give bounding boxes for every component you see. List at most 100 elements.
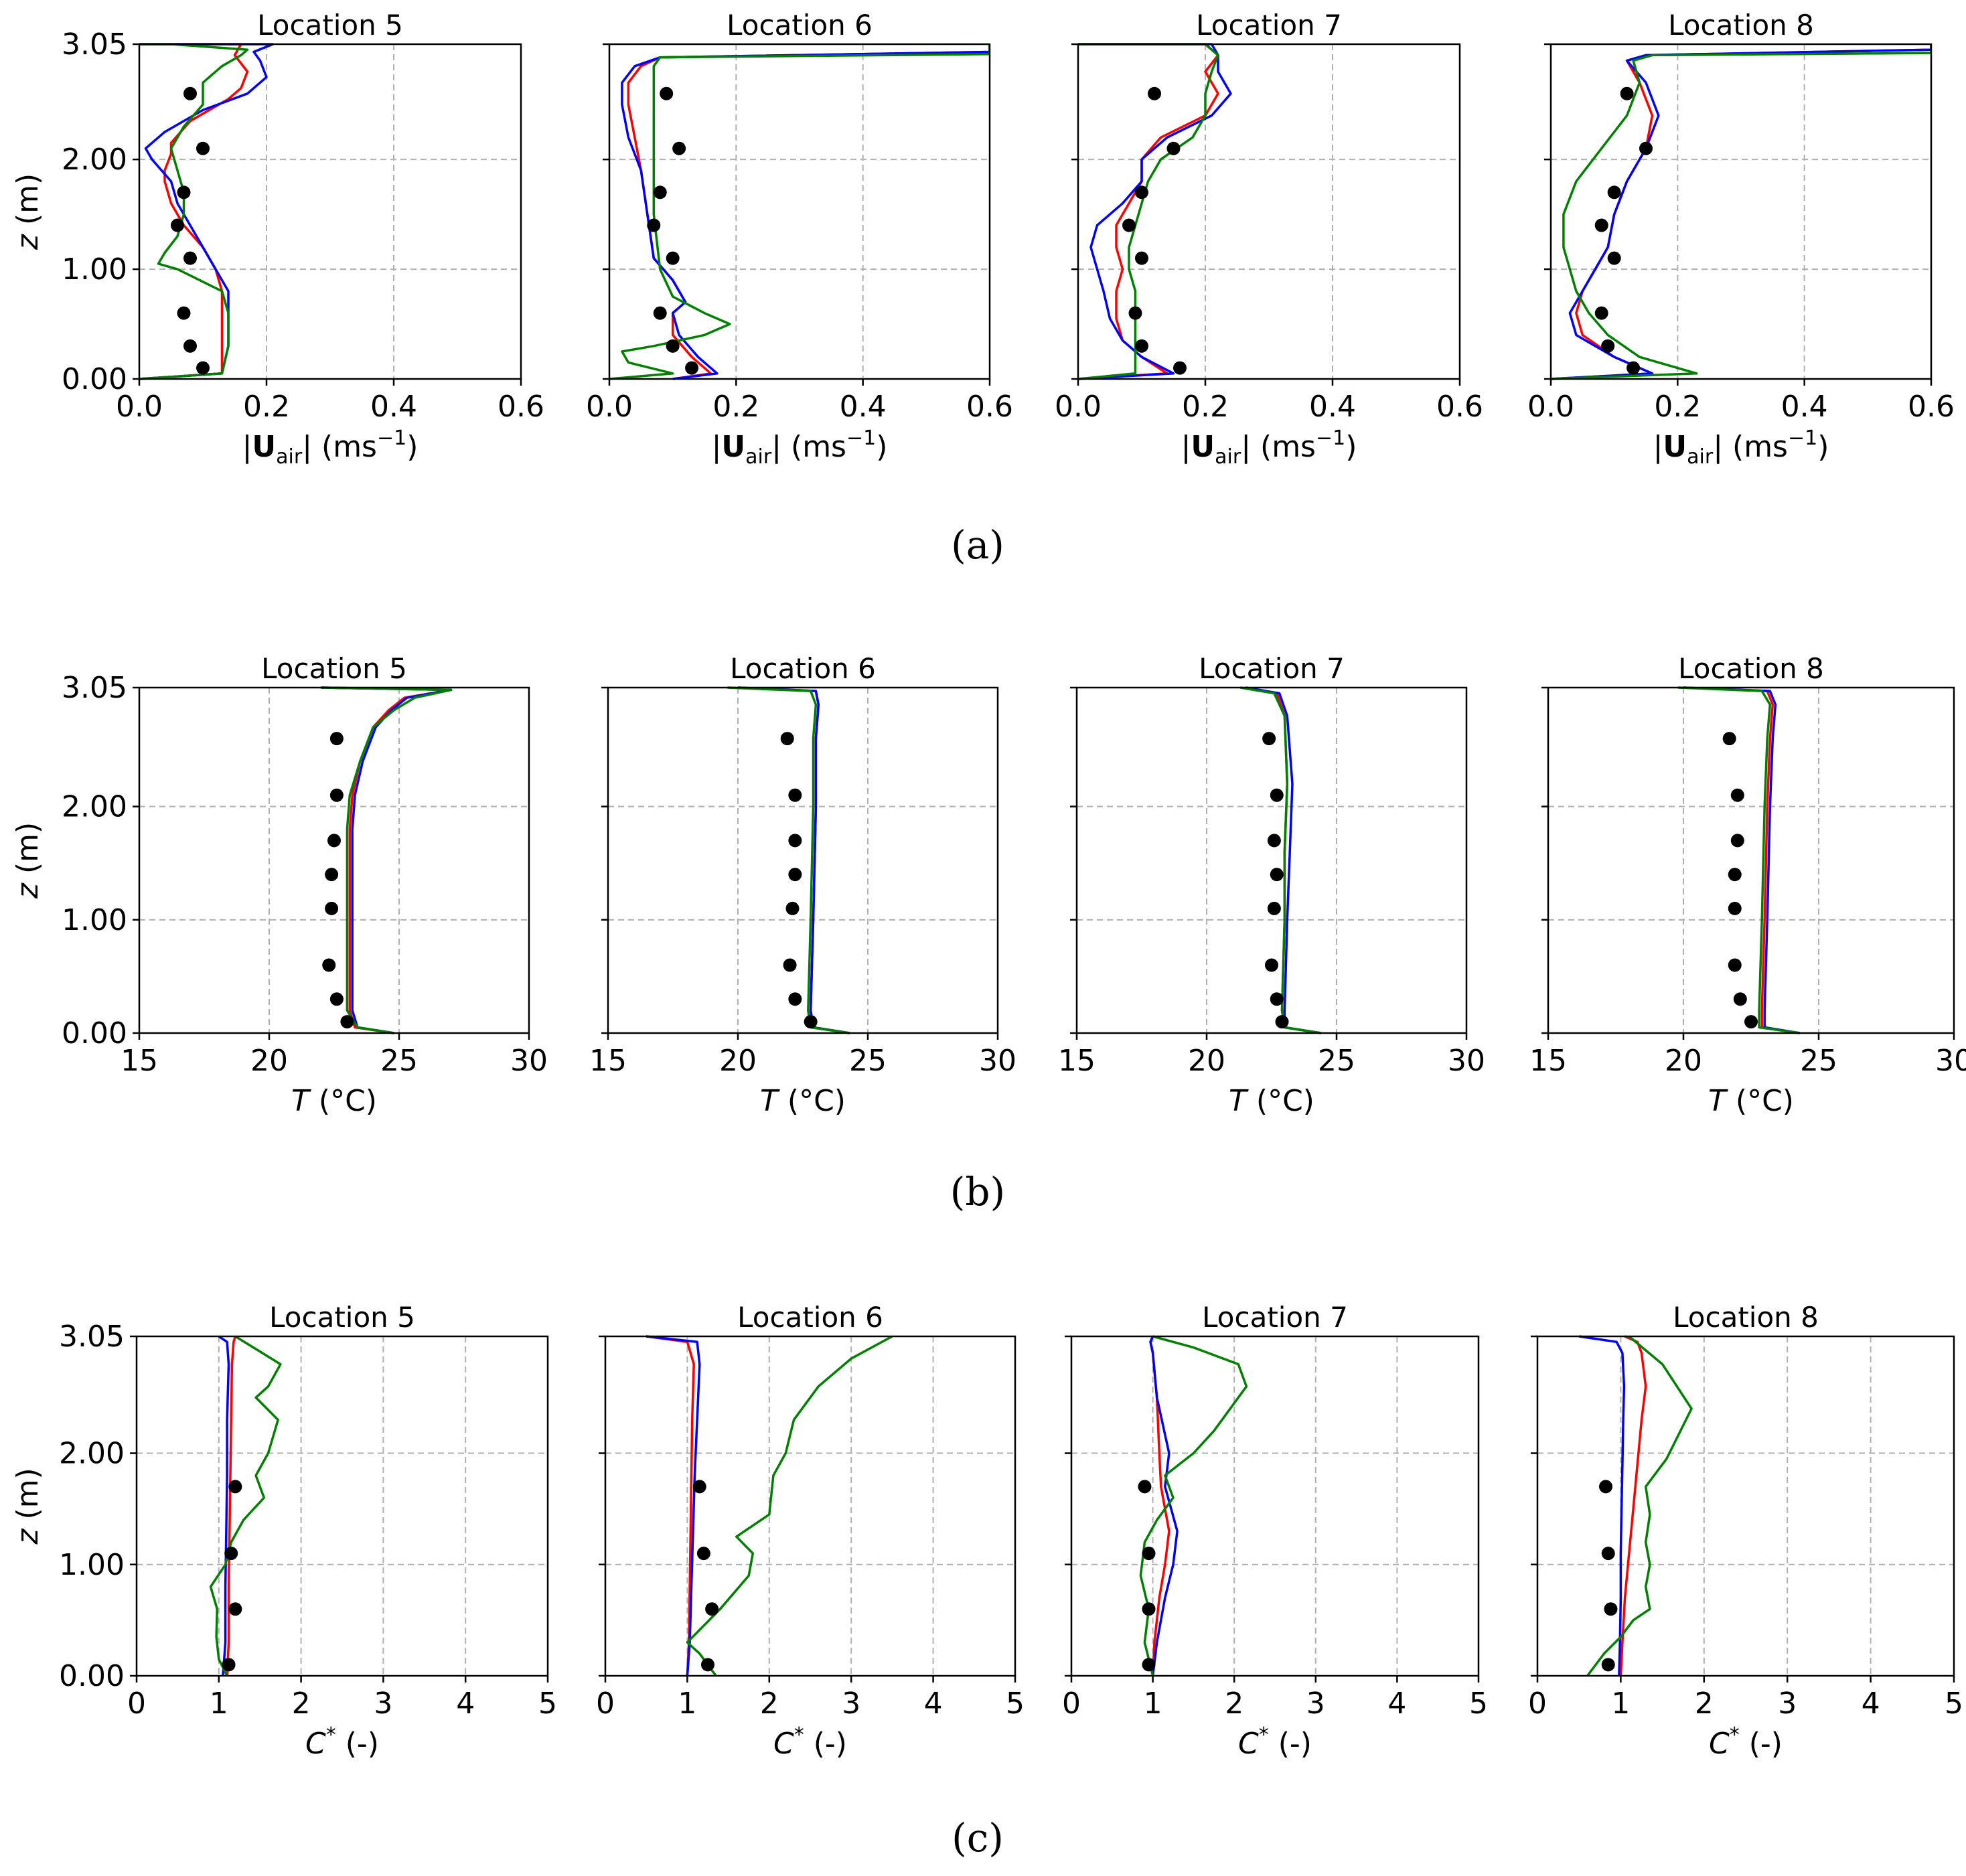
measured-point (329, 992, 344, 1006)
measured-point (788, 868, 802, 882)
measured-point (327, 834, 341, 848)
x-tick-label: 25 (380, 1044, 418, 1078)
measured-point (1262, 732, 1276, 746)
measured-point (224, 1547, 238, 1561)
y-tick-label: 3.05 (59, 1320, 125, 1354)
x-tick-label: 0.2 (1182, 390, 1229, 424)
series-line-green (209, 1335, 282, 1676)
measured-point (692, 1480, 706, 1494)
measured-point (1722, 732, 1736, 746)
x-tick-label: 30 (1935, 1044, 1966, 1078)
x-axis-label: C* (-) (773, 1723, 847, 1761)
measured-point (1733, 992, 1747, 1006)
subplot-title: Location 5 (257, 9, 403, 42)
measured-point (672, 141, 686, 155)
series-group (1139, 1335, 1248, 1676)
x-tick-label: 0.0 (1055, 390, 1102, 424)
x-tick-label: 25 (1318, 1044, 1355, 1078)
subplot-row2-location-6: 15 20 25 30 Location 6 T (°C) (589, 652, 1016, 1118)
x-tick-label: 0.4 (1309, 390, 1356, 424)
measured-point (1599, 1480, 1613, 1494)
measured-point (1122, 218, 1136, 232)
measured-point (1601, 1547, 1615, 1561)
measured-point (1135, 339, 1148, 353)
measured-point (329, 732, 344, 746)
measured-point (183, 251, 197, 265)
measured-point (705, 1602, 719, 1616)
measured-point (653, 185, 667, 200)
measured-point (183, 339, 197, 353)
subplot-title: Location 6 (730, 652, 876, 685)
subplot-title: Location 8 (1673, 1301, 1819, 1334)
measured-point (1128, 306, 1142, 320)
measured-point (653, 306, 667, 320)
y-tick-label: 1.00 (62, 252, 127, 287)
series-line-red (1619, 1335, 1647, 1676)
subplot-title: Location 5 (261, 652, 407, 685)
subplot-title: Location 8 (1678, 652, 1824, 685)
x-tick-label: 0.2 (1654, 390, 1701, 424)
measured-point (1730, 788, 1744, 802)
subplot-title: Location 8 (1668, 9, 1814, 42)
panel-label-b: (b) (950, 1169, 1005, 1215)
x-tick-label: 5 (1006, 1687, 1025, 1721)
x-tick-label: 1 (678, 1687, 696, 1721)
y-tick-label: 1.00 (59, 1548, 125, 1582)
measured-point (696, 1547, 710, 1561)
axes-frame (607, 686, 999, 1034)
x-tick-label: 0.4 (370, 390, 417, 424)
plots-layer: 0.0 0.2 0.4 0.60.001.002.003.05z (m)Locatio… (11, 9, 1966, 1761)
series-group (321, 686, 453, 1034)
x-axis-label: T (°C) (760, 1084, 846, 1118)
y-tick-label: 0.00 (62, 1016, 127, 1050)
y-tick-label: 2.00 (62, 790, 127, 824)
x-tick-label: 20 (719, 1044, 757, 1078)
axes-frame (1547, 686, 1955, 1034)
measured-point (196, 141, 210, 155)
subplot-title: Location 7 (1199, 652, 1345, 685)
x-tick-label: 20 (250, 1044, 288, 1078)
measured-point (1728, 901, 1742, 915)
x-tick-label: 0 (1062, 1687, 1081, 1721)
measured-point (1620, 86, 1634, 100)
measured-point (1138, 1480, 1152, 1494)
measured-point (1275, 1015, 1289, 1029)
measured-point (1601, 1658, 1615, 1672)
axes-frame (135, 1335, 549, 1677)
series-line-blue (1149, 1336, 1179, 1676)
x-axis-label: T (°C) (291, 1084, 377, 1118)
measured-point (1730, 834, 1744, 848)
subplot-title: Location 7 (1202, 1301, 1348, 1334)
series-line-red (226, 1336, 237, 1676)
measured-point (322, 958, 336, 972)
measured-point (647, 218, 661, 232)
x-tick-label: 1 (1611, 1687, 1630, 1721)
subplot-row1-location-6: 0.0 0.2 0.4 0.6 Location 6 |Uair| (ms−1) (586, 9, 1013, 469)
measured-point (177, 185, 191, 200)
subplot-row2-location-5: 15 20 25 30 0.00 1.00 2.00 3.05 z (m) Location 5 T… (11, 652, 548, 1118)
measured-point (783, 958, 797, 972)
measured-point (1728, 958, 1742, 972)
x-tick-label: 1 (210, 1687, 228, 1721)
axes-frame (608, 43, 991, 380)
x-axis-label: C* (-) (305, 1723, 379, 1761)
x-tick-label: 3 (842, 1687, 860, 1721)
x-tick-label: 3 (1306, 1687, 1325, 1721)
axes-frame (1075, 686, 1468, 1034)
axes-frame (604, 1335, 1016, 1677)
x-tick-label: 4 (456, 1687, 475, 1721)
measured-point (1270, 992, 1284, 1006)
series-line-blue (1551, 44, 1931, 380)
series-line-red (1551, 44, 1931, 380)
subplot-title: Location 6 (727, 9, 873, 42)
x-tick-label: 0.2 (712, 390, 759, 424)
measured-point (666, 251, 680, 265)
x-tick-label: 3 (1778, 1687, 1797, 1721)
x-axis-label: |Uair| (ms−1) (242, 426, 419, 469)
measured-point (228, 1480, 242, 1494)
subplot-title: Location 7 (1196, 9, 1342, 42)
series-line-blue (218, 1335, 230, 1676)
series-line-blue (139, 43, 275, 380)
measured-point (1166, 141, 1181, 155)
axes-frame (1549, 43, 1933, 380)
